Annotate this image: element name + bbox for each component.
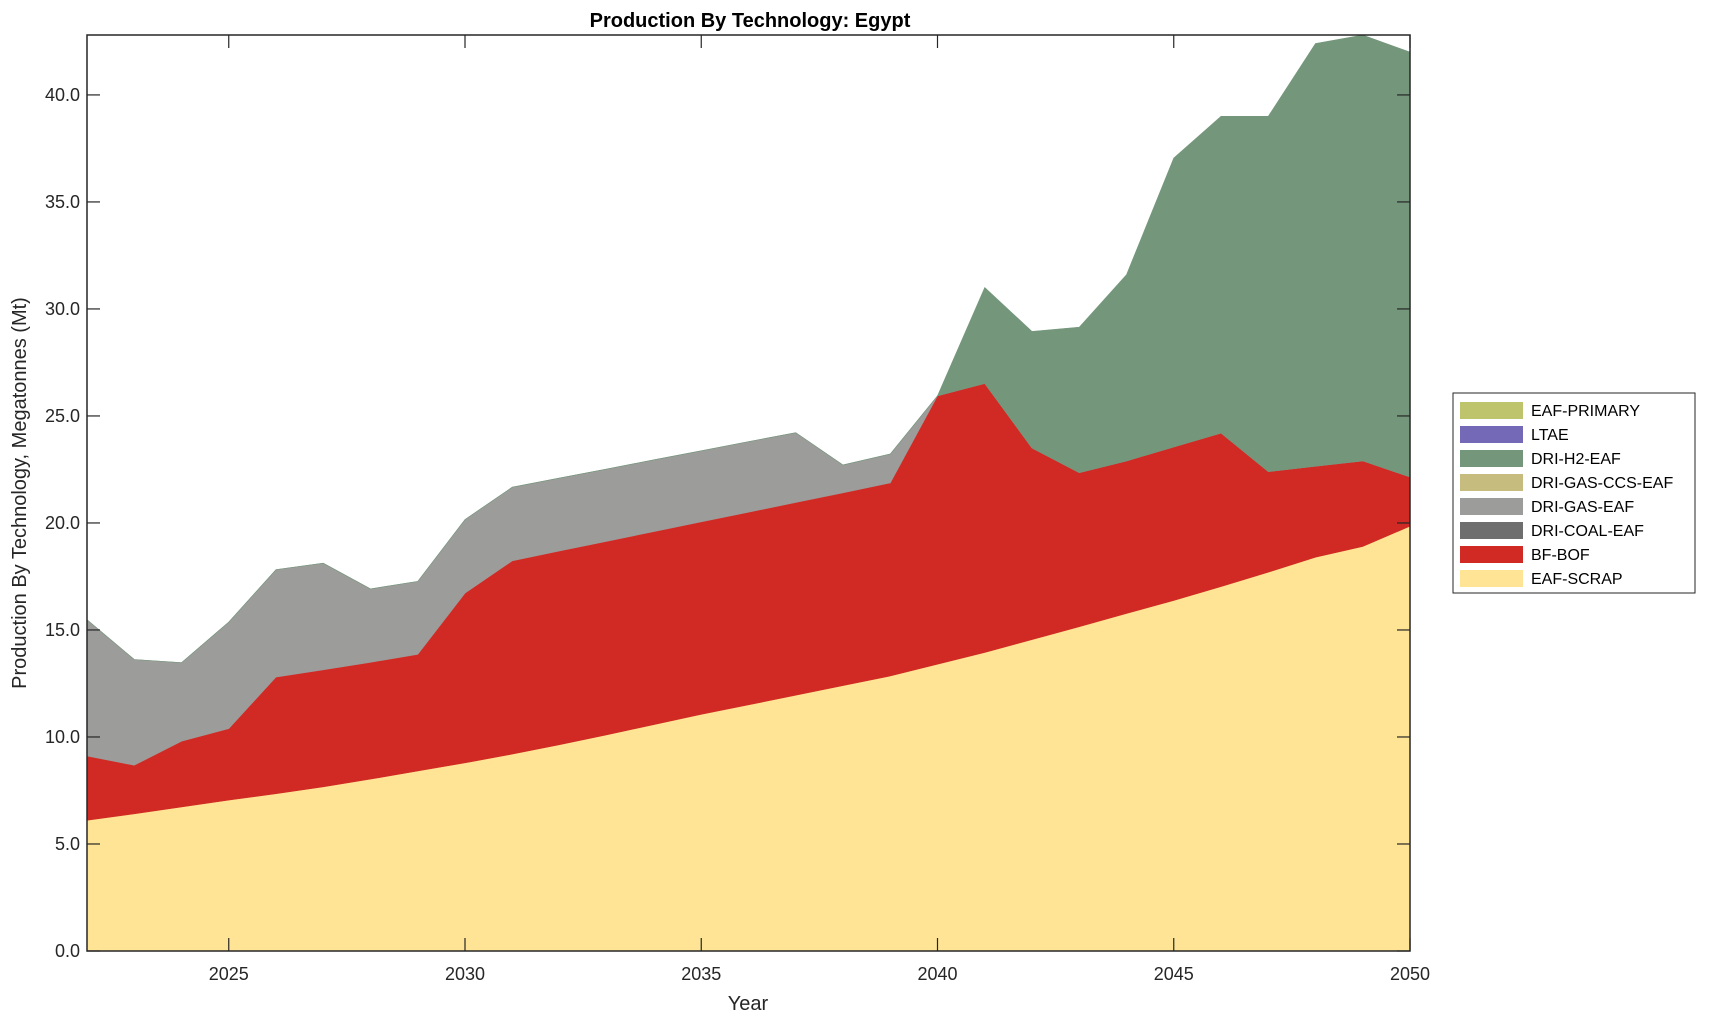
legend-label: DRI-GAS-EAF: [1531, 499, 1634, 516]
y-tick-label: 25.0: [45, 406, 80, 426]
plot-areas: [86, 34, 1411, 952]
legend-swatch: [1460, 570, 1523, 587]
legend-swatch: [1460, 522, 1523, 539]
legend-label: DRI-GAS-CCS-EAF: [1531, 475, 1673, 492]
x-tick-label: 2030: [445, 964, 485, 984]
y-tick-label: 40.0: [45, 85, 80, 105]
chart-title: Production By Technology: Egypt: [590, 10, 911, 32]
x-tick-label: 2045: [1154, 964, 1194, 984]
legend-label: EAF-PRIMARY: [1531, 403, 1640, 420]
legend-swatch: [1460, 426, 1523, 443]
y-axis: 0.0 5.0 10.0 15.0 20.0 25.0 30.0 35.0 40.0: [45, 85, 1410, 961]
legend-label: DRI-H2-EAF: [1531, 451, 1621, 468]
legend-item: BF-BOF: [1460, 546, 1590, 564]
legend-swatch: [1460, 546, 1523, 563]
legend-item: DRI-COAL-EAF: [1460, 522, 1644, 540]
plot-frame: [86, 34, 1411, 952]
x-tick-label: 2035: [681, 964, 721, 984]
legend-label: DRI-COAL-EAF: [1531, 523, 1644, 540]
x-tick-label: 2050: [1390, 964, 1430, 984]
x-tick-label: 2040: [917, 964, 957, 984]
legend-swatch: [1460, 498, 1523, 515]
y-tick-label: 15.0: [45, 620, 80, 640]
y-tick-label: 30.0: [45, 299, 80, 319]
legend-swatch: [1460, 474, 1523, 491]
legend-label: BF-BOF: [1531, 547, 1590, 564]
x-axis: 2025 2030 2035 2040 2045 2050: [209, 35, 1430, 984]
legend-swatch: [1460, 450, 1523, 467]
legend-label: EAF-SCRAP: [1531, 571, 1623, 588]
x-tick-label: 2025: [209, 964, 249, 984]
legend-item: DRI-H2-EAF: [1460, 450, 1621, 468]
legend-label: LTAE: [1531, 427, 1569, 444]
legend-item: DRI-GAS-EAF: [1460, 498, 1634, 516]
y-tick-label: 35.0: [45, 192, 80, 212]
y-tick-label: 0.0: [55, 941, 80, 961]
y-tick-label: 10.0: [45, 727, 80, 747]
legend-item: EAF-PRIMARY: [1460, 402, 1640, 420]
y-tick-label: 20.0: [45, 513, 80, 533]
legend-item: EAF-SCRAP: [1460, 570, 1623, 588]
legend: EAF-PRIMARY LTAE DRI-H2-EAF DRI-GAS-CCS-EAF…: [1452, 392, 1696, 594]
legend-item: LTAE: [1460, 426, 1569, 444]
y-tick-label: 5.0: [55, 834, 80, 854]
legend-item: DRI-GAS-CCS-EAF: [1460, 474, 1673, 492]
y-axis-title: Production By Technology, Megatonnes (Mt…: [9, 297, 31, 689]
x-axis-title: Year: [728, 993, 769, 1015]
legend-swatch: [1460, 402, 1523, 419]
